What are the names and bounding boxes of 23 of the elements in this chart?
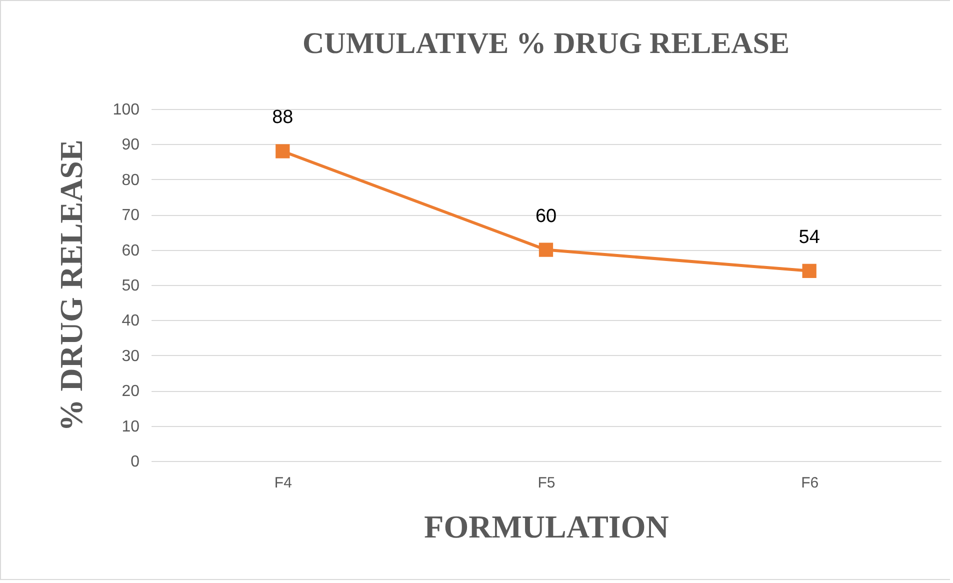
y-tick-label: 100	[112, 102, 140, 118]
chart-title: CUMULATIVE % DRUG RELEASE	[302, 27, 790, 60]
y-tick-label: 40	[122, 312, 140, 330]
x-tick-label: F5	[538, 474, 556, 492]
y-tick-label: 60	[122, 242, 140, 260]
y-tick-label: 10	[122, 418, 140, 436]
y-tick-label: 50	[122, 278, 140, 294]
y-tick-label: 30	[122, 348, 140, 365]
point	[538, 242, 554, 257]
x-tick-label: F4	[274, 474, 292, 492]
y-tick-label: 0	[130, 454, 140, 470]
y-tick-label: 90	[122, 136, 140, 154]
x-tick-label: F6	[801, 474, 819, 492]
data-label: 54	[798, 226, 820, 248]
point	[276, 144, 290, 158]
x-axis-title: FORMULATION	[424, 508, 669, 544]
y-tick-label: 20	[122, 383, 140, 400]
y-tick-label: 80	[122, 172, 140, 189]
y-tick-label: 70	[122, 207, 140, 224]
data-label: 88	[272, 107, 294, 128]
data-label: 60	[535, 206, 557, 227]
point	[802, 264, 816, 278]
y-axis-title: % DRUG RELEASE	[52, 140, 89, 432]
